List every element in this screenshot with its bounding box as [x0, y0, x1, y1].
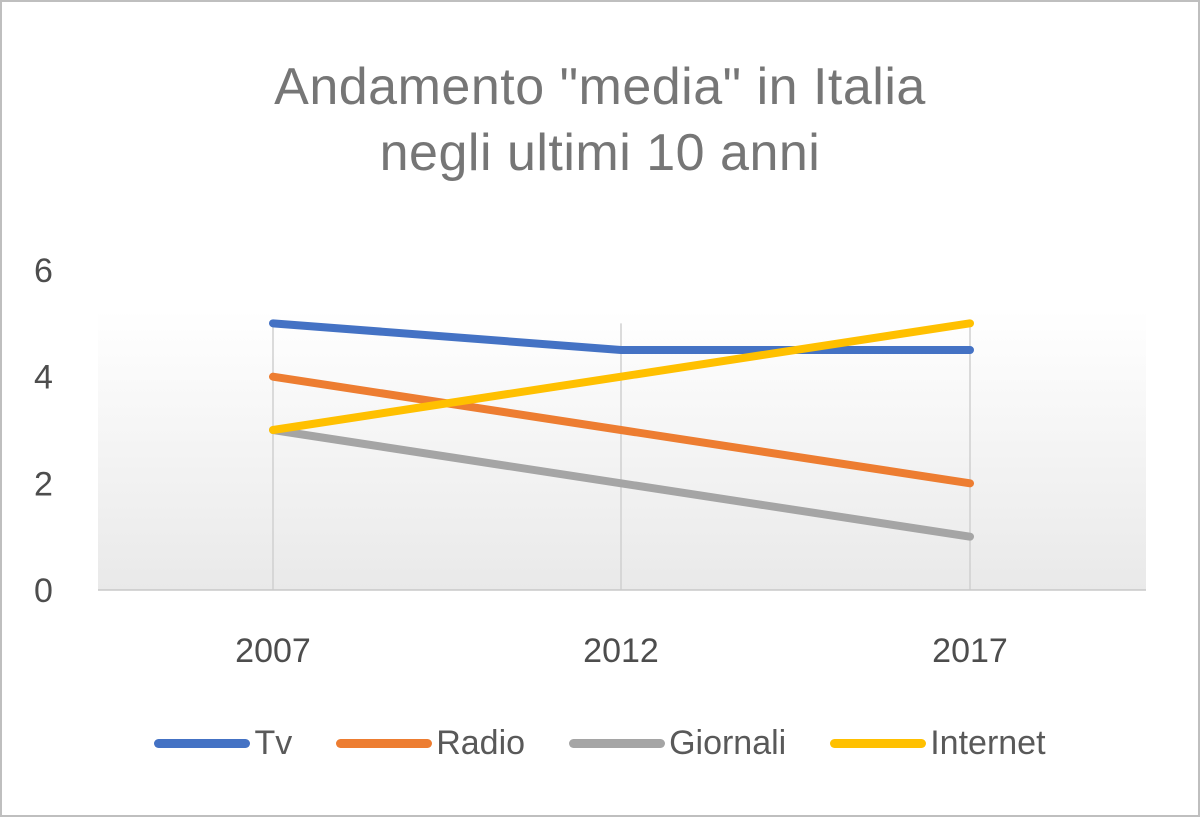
legend-swatch: [154, 738, 251, 748]
legend-label: Giornali: [669, 724, 787, 762]
y-tick-label: 6: [34, 252, 53, 290]
x-tick-label: 2017: [932, 632, 1008, 670]
y-axis-ticks: 0 2 4 6: [34, 252, 53, 610]
x-tick-label: 2007: [235, 632, 311, 670]
legend-label: Tv: [254, 724, 293, 762]
legend-item-tv: Tv: [154, 720, 292, 766]
grid-layer: [98, 323, 1146, 591]
legend-label: Radio: [436, 724, 526, 762]
series-line-tv: [269, 319, 974, 354]
legend-swatch: [830, 738, 927, 748]
chart-title: Andamento "media" in Italia negli ultimi…: [2, 54, 1198, 186]
legend-item-radio: Radio: [336, 720, 525, 766]
legend-swatch: [569, 738, 666, 748]
legend-swatch: [336, 738, 433, 748]
chart-title-line-1: Andamento "media" in Italia: [274, 58, 926, 116]
x-tick-label: 2012: [583, 632, 659, 670]
legend-label: Internet: [930, 724, 1046, 762]
chart-title-line-2: negli ultimi 10 anni: [379, 124, 821, 182]
y-tick-label: 2: [34, 465, 53, 503]
series-layer: [269, 319, 974, 541]
series-line-radio: [269, 372, 974, 488]
legend-item-giornali: Giornali: [569, 720, 786, 766]
y-tick-label: 4: [34, 359, 53, 397]
legend: Tv Radio Giornali Internet: [2, 720, 1198, 766]
y-tick-label: 0: [34, 572, 53, 610]
series-line-internet: [269, 319, 974, 434]
legend-item-internet: Internet: [830, 720, 1046, 766]
series-line-giornali: [269, 426, 974, 541]
x-axis-ticks: 2007 2012 2017: [235, 632, 1008, 670]
